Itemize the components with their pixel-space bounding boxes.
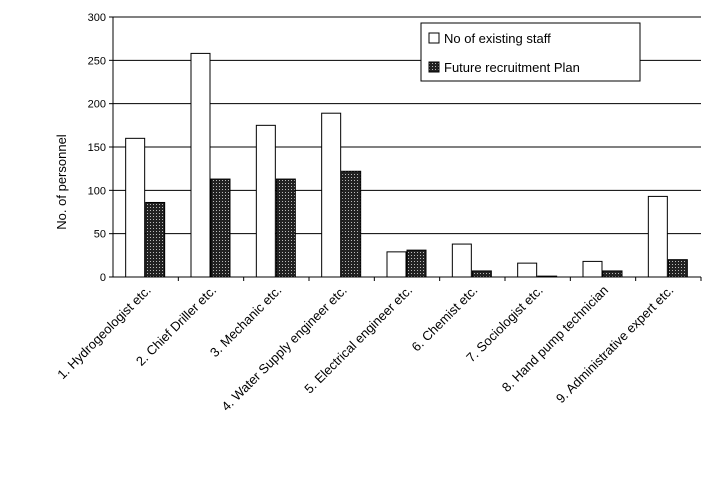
bar-recruitment-plan xyxy=(210,178,231,278)
bar-recruitment-plan xyxy=(471,270,492,278)
legend-label-recruitment-plan: Future recruitment Plan xyxy=(444,60,580,75)
bar-recruitment-plan xyxy=(667,259,688,278)
y-tick-label: 200 xyxy=(88,99,106,111)
x-category-label: 8. Hand pump technician xyxy=(499,283,611,395)
bar-existing-staff xyxy=(125,137,146,278)
bar-recruitment-plan xyxy=(602,270,623,278)
x-category-label: 5. Electrical engineer etc. xyxy=(301,283,415,397)
bar-existing-staff xyxy=(517,262,538,278)
bar-existing-staff xyxy=(321,112,342,278)
bar-recruitment-plan xyxy=(406,249,427,278)
bar-existing-staff xyxy=(386,251,407,278)
y-tick-label: 150 xyxy=(88,142,106,154)
y-tick-label: 0 xyxy=(100,272,106,284)
x-category-label: 1. Hydrogeologist etc. xyxy=(54,283,154,383)
bar-recruitment-plan xyxy=(341,170,362,278)
y-tick-label: 250 xyxy=(88,55,106,67)
x-category-label: 6. Chemist etc. xyxy=(409,283,481,355)
x-category-label: 9. Administrative expert etc. xyxy=(553,283,677,407)
y-tick-label: 100 xyxy=(88,185,106,197)
bar-recruitment-plan xyxy=(275,178,296,278)
bar-existing-staff xyxy=(582,260,603,278)
x-category-label: 4. Water Supply engineer etc. xyxy=(218,283,349,414)
y-axis-title: No. of personnel xyxy=(54,134,69,230)
legend-box xyxy=(420,22,641,82)
bars xyxy=(125,52,688,278)
bar-existing-staff xyxy=(647,195,668,278)
y-tick-label: 300 xyxy=(88,12,106,24)
bar-existing-staff xyxy=(190,52,211,278)
y-tick-label: 50 xyxy=(94,229,106,241)
bar-existing-staff xyxy=(255,124,276,278)
legend-swatch-recruitment-plan xyxy=(428,61,440,73)
legend-label-existing-staff: No of existing staff xyxy=(444,31,551,46)
bar-recruitment-plan xyxy=(145,201,166,278)
legend: No of existing staff Future recruitment … xyxy=(420,22,641,82)
legend-swatch-existing-staff xyxy=(428,32,440,44)
bar-existing-staff xyxy=(451,243,472,278)
